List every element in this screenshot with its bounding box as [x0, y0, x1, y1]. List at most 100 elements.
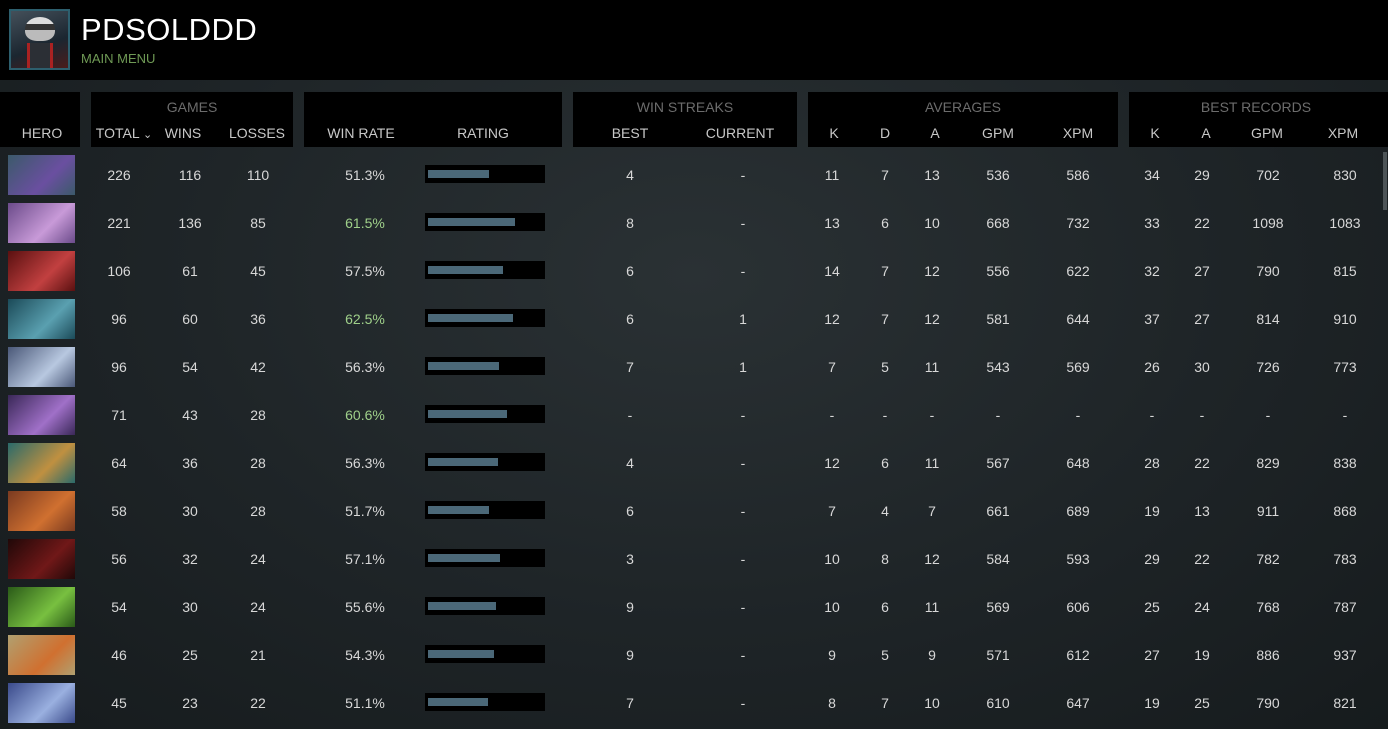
cell-xpm: 644: [1066, 311, 1090, 327]
hero-templar-assassin-icon[interactable]: [8, 203, 75, 243]
column-best-a[interactable]: A: [1201, 125, 1211, 141]
hero-clinkz-icon[interactable]: [8, 443, 75, 483]
cell-d: 7: [881, 311, 889, 327]
cell-best: -: [627, 407, 633, 423]
cell-win-rate: 61.5%: [345, 215, 385, 231]
cell-losses: 42: [250, 359, 266, 375]
column-best-k[interactable]: K: [1150, 125, 1160, 141]
cell-best: 3: [626, 551, 634, 567]
hero-phantom-assassin-icon[interactable]: [8, 299, 75, 339]
table-row[interactable]: 96 54 42 56.3% 7 1 7 5 11 543 569 26 30 726 773: [0, 343, 1380, 391]
cell-d: 4: [881, 503, 889, 519]
cell-current: -: [740, 407, 746, 423]
cell-bxpm: -: [1342, 407, 1348, 423]
cell-win-rate: 60.6%: [345, 407, 385, 423]
column-rating[interactable]: RATING: [457, 125, 509, 141]
column-best-gpm[interactable]: GPM: [1251, 125, 1283, 141]
hero-drow-ranger-icon[interactable]: [8, 347, 75, 387]
table-row[interactable]: 221 136 85 61.5% 8-13 6 10 668 732 33 22 1098 1083: [0, 199, 1380, 247]
hero-viper-icon[interactable]: [8, 587, 75, 627]
cell-xpm: 569: [1066, 359, 1090, 375]
cell-gpm: 543: [986, 359, 1010, 375]
cell-bxpm: 821: [1333, 695, 1357, 711]
cell-bgpm: 782: [1256, 551, 1280, 567]
column-hero[interactable]: HERO: [21, 125, 63, 141]
cell-bgpm: 790: [1256, 263, 1280, 279]
table-row[interactable]: 64 36 28 56.3% 4 - 12 6 11 567 648 28 22 829 838: [0, 439, 1380, 487]
rating-bar: [425, 693, 545, 711]
streaks-header-group: [573, 92, 797, 147]
cell-gpm: 610: [986, 695, 1010, 711]
cell-xpm: -: [1075, 407, 1081, 423]
column-avg-d[interactable]: D: [879, 125, 891, 141]
scrollbar[interactable]: [1383, 152, 1387, 210]
table-row[interactable]: 226 116 110 51.3% 4 - 11 7 13 536 586 34 29 702 830: [0, 151, 1380, 199]
rating-bar: [425, 213, 545, 231]
cell-bxpm: 830: [1333, 167, 1357, 183]
cell-gpm: -: [995, 407, 1001, 423]
cell-k: 11: [824, 167, 840, 183]
cell-total: 54: [111, 599, 127, 615]
table-row[interactable]: 46 25 21 54.3% 9 - 9 5 9 571 612 27 19 886 937: [0, 631, 1380, 679]
winrate-header-group: [304, 92, 562, 147]
cell-win-rate: 51.3%: [345, 167, 385, 183]
cell-total: 64: [111, 455, 127, 471]
table-row[interactable]: 106 61 45 57.5% 6 - 14 7 12 556 622 32 27 790 815: [0, 247, 1380, 295]
cell-losses: 36: [250, 311, 266, 327]
cell-ba: 29: [1194, 167, 1210, 183]
cell-current: -: [740, 551, 746, 567]
column-avg-gpm[interactable]: GPM: [982, 125, 1014, 141]
table-row[interactable]: 45 23 22 51.1% 7 - 8 7 10 610 647 19 25 790 821: [0, 679, 1380, 727]
cell-wins: 43: [182, 407, 198, 423]
hero-tinker-icon[interactable]: [8, 155, 75, 195]
cell-wins: 54: [182, 359, 198, 375]
cell-wins: 30: [182, 599, 198, 615]
column-win-rate[interactable]: WIN RATE: [327, 125, 395, 141]
column-avg-a[interactable]: A: [930, 125, 940, 141]
hero-anti-mage-icon[interactable]: [8, 491, 75, 531]
cell-bgpm: 790: [1256, 695, 1280, 711]
cell-bk: 19: [1144, 695, 1160, 711]
cell-bgpm: 726: [1256, 359, 1280, 375]
hero-luna-icon[interactable]: [8, 683, 75, 723]
cell-total: 58: [111, 503, 127, 519]
column-avg-xpm[interactable]: XPM: [1062, 125, 1094, 141]
column-current-streak[interactable]: CURRENT: [705, 125, 775, 141]
rating-bar: [425, 357, 545, 375]
background: [0, 80, 1388, 729]
cell-bgpm: 911: [1256, 503, 1280, 519]
player-avatar[interactable]: [9, 9, 70, 70]
table-row[interactable]: 96 60 36 62.5% 6 1 12 7 12 581 644 37 27 814 910: [0, 295, 1380, 343]
column-best-xpm[interactable]: XPM: [1327, 125, 1359, 141]
cell-bk: 28: [1144, 455, 1160, 471]
hero-troll-warlord-icon[interactable]: [8, 635, 75, 675]
column-avg-k[interactable]: K: [829, 125, 839, 141]
cell-bxpm: 910: [1333, 311, 1357, 327]
hero-faceless-void-icon[interactable]: [8, 395, 75, 435]
column-total[interactable]: TOTAL ⌄: [96, 125, 152, 141]
cell-a: 9: [928, 647, 936, 663]
table-row[interactable]: 54 30 24 55.6% 9 - 10 6 11 569 606 25 24 768 787: [0, 583, 1380, 631]
cell-d: 8: [881, 551, 889, 567]
cell-a: 13: [924, 167, 940, 183]
hero-shadow-fiend-icon[interactable]: [8, 539, 75, 579]
column-best-streak[interactable]: BEST: [611, 125, 649, 141]
table-row[interactable]: 58 30 28 51.7% 6 - 7 4 7 661 689 19 13 911 868: [0, 487, 1380, 535]
rating-bar: [425, 405, 545, 423]
main-menu-link[interactable]: MAIN MENU: [81, 51, 156, 66]
cell-current: -: [740, 455, 746, 471]
rating-bar-fill: [428, 362, 500, 370]
rating-bar: [425, 165, 545, 183]
cell-gpm: 567: [986, 455, 1010, 471]
rating-bar-fill: [428, 266, 503, 274]
cell-gpm: 536: [986, 167, 1010, 183]
rating-bar-fill: [428, 554, 501, 562]
hero-queen-of-pain-icon[interactable]: [8, 251, 75, 291]
column-wins[interactable]: WINS: [164, 125, 202, 141]
column-losses[interactable]: LOSSES: [228, 125, 286, 141]
table-row[interactable]: 56 32 24 57.1% 3 - 10 8 12 584 593 29 22 782 783: [0, 535, 1380, 583]
cell-total: 56: [111, 551, 127, 567]
cell-win-rate: 51.7%: [345, 503, 385, 519]
cell-current: -: [740, 647, 746, 663]
table-row[interactable]: 71 43 28 60.6% - - - - - - - - - - -: [0, 391, 1380, 439]
